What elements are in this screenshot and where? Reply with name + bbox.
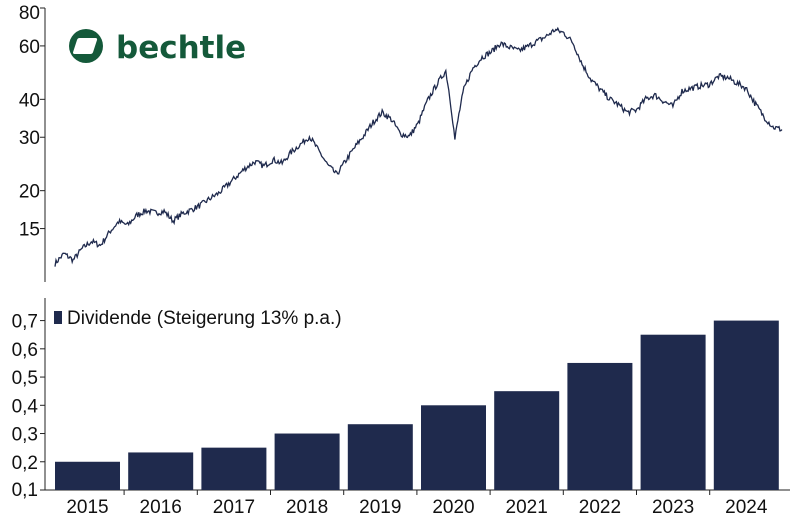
bechtle-logo-icon — [69, 29, 103, 63]
dividend-chart: 0,10,20,30,40,50,60,7 2015 2016 2017 2018 20… — [12, 298, 790, 518]
dividend-bar-2015 — [55, 461, 120, 490]
dividend-bar-2018 — [274, 433, 340, 490]
dividend-bar-2023 — [640, 334, 706, 490]
dividend-y-tick-label: 0,2 — [12, 453, 38, 474]
dividend-bar-2020 — [421, 405, 486, 490]
legend-swatch — [54, 311, 62, 324]
dividend-y-tick-label: 0,7 — [12, 312, 38, 333]
price-y-tick-label: 80 — [19, 3, 40, 24]
dividend-x-tick-label: 2016 — [140, 497, 182, 518]
price-y-tick-label: 40 — [19, 90, 40, 111]
dividend-y-tick-label: 0,4 — [12, 396, 39, 417]
price-y-ticks: 15 20 30 40 60 80 — [19, 3, 45, 241]
price-y-tick-label: 20 — [19, 182, 40, 203]
price-series-line — [54, 26, 783, 267]
dividend-x-ticks: 2015 2016 2017 2018 2019 2020 2021 2022 2023 2024 — [66, 490, 768, 518]
bechtle-logo: bechtle — [69, 29, 246, 66]
bechtle-logo-wordmark: bechtle — [116, 30, 246, 66]
dividend-x-tick-label: 2024 — [725, 497, 768, 518]
dividend-bars — [55, 320, 779, 490]
dividend-y-tick-label: 0,1 — [12, 480, 38, 501]
price-y-tick-label: 30 — [19, 128, 40, 149]
dividend-y-tick-label: 0,6 — [12, 340, 38, 361]
dividend-x-tick-label: 2018 — [286, 497, 328, 518]
dividend-bar-2019 — [347, 424, 413, 490]
dividend-x-tick-label: 2022 — [579, 497, 621, 518]
price-y-tick-label: 15 — [19, 220, 40, 241]
dividend-x-tick-label: 2020 — [432, 497, 474, 518]
dividend-bar-2021 — [494, 391, 560, 490]
dividend-bar-2022 — [567, 362, 633, 490]
dividend-x-tick-label: 2015 — [66, 497, 108, 518]
legend-label: Dividende (Steigerung 13% p.a.) — [67, 308, 342, 329]
dividend-legend: Dividende (Steigerung 13% p.a.) — [54, 308, 342, 329]
dividend-x-tick-label: 2017 — [213, 497, 255, 518]
dividend-y-tick-label: 0,3 — [12, 425, 38, 446]
price-chart: 15 20 30 40 60 80 — [19, 3, 783, 282]
dividend-bar-2017 — [201, 447, 267, 490]
dividend-y-ticks: 0,1 0,2 0,3 0,4 0,5 0,6 0,7 — [12, 312, 45, 501]
price-y-tick-label: 60 — [19, 37, 40, 58]
dividend-y-tick-label: 0,5 — [12, 368, 38, 389]
dividend-x-tick-label: 2023 — [652, 497, 694, 518]
dividend-x-tick-label: 2019 — [359, 497, 401, 518]
dividend-bar-2016 — [128, 452, 194, 490]
dividend-x-tick-label: 2021 — [506, 497, 548, 518]
dividend-bar-2024 — [713, 320, 779, 490]
